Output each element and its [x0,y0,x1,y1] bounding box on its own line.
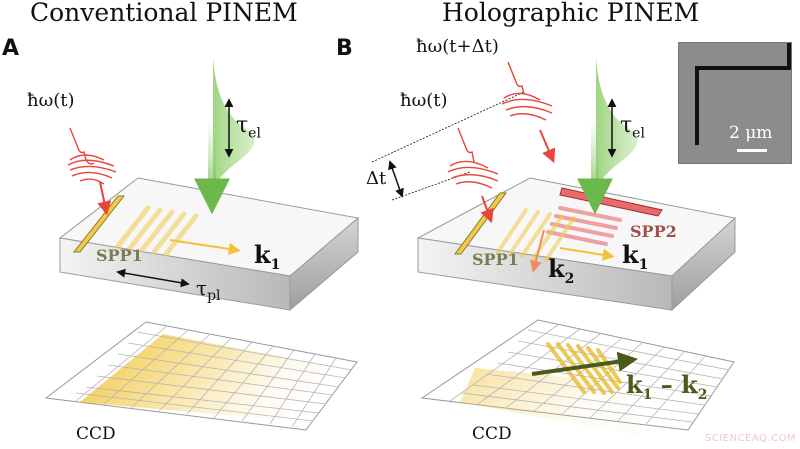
panel-b-letter: B [336,36,353,61]
k-difference-arrow [531,351,638,376]
ccd-grid-a [44,321,358,431]
spp1-label-b: SPP1 [472,250,519,269]
scale-bar [737,149,767,152]
panel-b-graphics [371,56,737,436]
k1-label-a: k1 [254,240,281,273]
tau-el-label-a: τel [236,113,261,142]
tau-pl-label: τpl [196,276,221,304]
watermark: SCIENCEAQ.COM [705,433,797,444]
spp2-wave [546,206,622,246]
sem-structure [695,43,791,145]
laser-pulse-a [67,127,117,216]
k1-arrow-a [169,239,241,255]
spp1-wave-b [496,208,576,262]
panel-a-letter: A [2,36,20,61]
panel-a-graphics [44,56,360,431]
plasmon-wave-a [115,205,199,257]
k2-label: k2 [548,254,575,287]
panel-b-title: Holographic PINEM [442,0,700,27]
laser-pulse-delayed [501,61,556,164]
laser-pulse-b [447,127,499,224]
spp1-coupler-a [72,195,126,253]
tau-pl-arrow [116,268,190,288]
delay-arrow [388,160,404,198]
spp2-label: SPP2 [630,222,677,241]
spp1-label-a: SPP1 [96,246,143,265]
k2-arrow-b [530,229,545,273]
delay-label: Δt [366,168,387,189]
delay-guides [371,91,525,201]
photon-label-b: ħω(t) [400,90,448,111]
k1-label-b: k1 [622,240,649,273]
scale-bar-label: 2 μm [729,123,773,143]
electron-pulse-b [577,56,638,215]
panel-a-title: Conventional PINEM [30,0,298,27]
k1-arrow-b [559,247,615,261]
ccd-grid-b [420,319,735,436]
tau-el-label-b: τel [620,113,645,142]
photon-delayed-label: ħω(t+Δt) [416,36,499,57]
photon-label-a: ħω(t) [27,90,75,111]
ccd-label-b: CCD [472,424,512,444]
sample-slab-a [58,177,360,312]
k-difference-label: k1 – k2 [626,370,708,403]
ccd-label-a: CCD [76,424,116,444]
sem-inset: 2 μm [678,42,792,164]
electron-pulse-a [194,56,255,215]
